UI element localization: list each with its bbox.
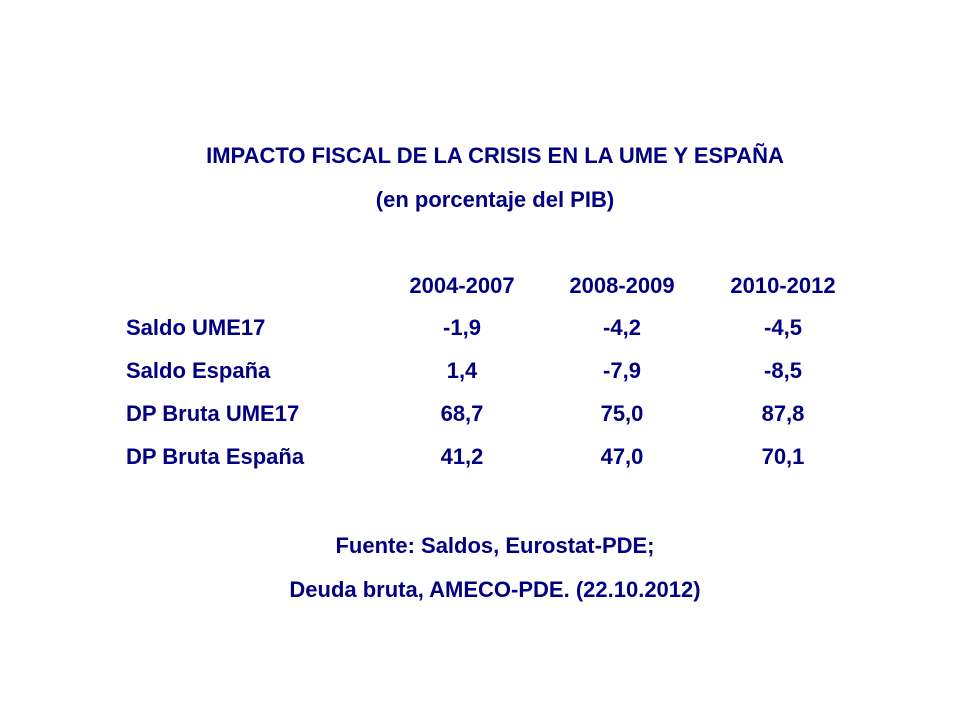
row-label-saldo-espana: Saldo España xyxy=(126,358,271,383)
table-cell: 68,7 xyxy=(440,401,484,426)
chart-subtitle: (en porcentaje del PIB) xyxy=(375,187,615,212)
table-cell: 1,4 xyxy=(446,358,478,383)
table-cell: 75,0 xyxy=(600,401,644,426)
table-cell: 70,1 xyxy=(761,444,805,469)
row-label-dp-bruta-espana: DP Bruta España xyxy=(126,444,305,469)
table-cell: -4,2 xyxy=(603,315,641,340)
table-cell: -4,5 xyxy=(764,315,802,340)
table-cell: 87,8 xyxy=(761,401,805,426)
source-note-line-1: Fuente: Saldos, Eurostat-PDE; xyxy=(335,533,655,558)
row-label-saldo-ume17: Saldo UME17 xyxy=(126,315,266,340)
chart-title: IMPACTO FISCAL DE LA CRISIS EN LA UME Y … xyxy=(206,143,784,168)
source-note-line-2: Deuda bruta, AMECO-PDE. (22.10.2012) xyxy=(289,577,701,602)
column-header-2010-2012: 2010-2012 xyxy=(730,273,836,298)
row-label-dp-bruta-ume17: DP Bruta UME17 xyxy=(126,401,300,426)
table-cell: 41,2 xyxy=(440,444,484,469)
table-cell: 47,0 xyxy=(600,444,644,469)
table-cell: -8,5 xyxy=(764,358,802,383)
column-header-2008-2009: 2008-2009 xyxy=(569,273,675,298)
table-cell: -1,9 xyxy=(443,315,481,340)
column-header-2004-2007: 2004-2007 xyxy=(409,273,515,298)
table-cell: -7,9 xyxy=(603,358,641,383)
